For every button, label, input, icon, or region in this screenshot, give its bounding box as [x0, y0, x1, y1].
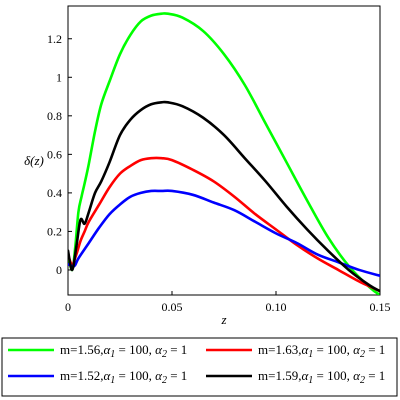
legend-box	[1, 337, 398, 397]
legend: m=1.56,α1 = 100, α2 = 1 m=1.63,α1 = 100, …	[8, 342, 385, 386]
y-tick-label: 0.8	[47, 109, 62, 123]
y-tick-label: 1.2	[47, 32, 62, 46]
y-tick-label: 1	[56, 70, 62, 84]
axes-layer: 0 0.05 0.10 0.15 0 0.2 0.4 0.6 0.8 1 1.2	[47, 32, 391, 314]
legend-label-1: m=1.56,α1 = 100, α2 = 1	[60, 342, 187, 360]
y-tick-label: 0.6	[47, 147, 62, 161]
legend-label-4: m=1.59,α1 = 100, α2 = 1	[258, 368, 385, 386]
y-axis-label: δ(z)	[24, 153, 44, 168]
x-tick-label: 0.10	[266, 300, 287, 314]
y-tick-label: 0	[56, 263, 62, 277]
legend-label-2: m=1.63,α1 = 100, α2 = 1	[258, 342, 385, 360]
x-tick-label: 0.05	[162, 300, 183, 314]
series-line-4	[68, 100, 380, 293]
plot-frame	[67, 5, 381, 296]
series-line-1	[68, 12, 380, 295]
x-tick-label: 0	[65, 300, 71, 314]
series-line-2	[68, 156, 380, 293]
x-tick-label: 0.15	[370, 300, 391, 314]
y-tick-label: 0.2	[47, 224, 62, 238]
x-axis-label: z	[220, 312, 226, 327]
series-line-3	[68, 189, 380, 278]
y-tick-label: 0.4	[47, 186, 62, 200]
legend-label-3: m=1.52,α1 = 100, α2 = 1	[60, 368, 187, 386]
series-layer	[68, 12, 380, 295]
